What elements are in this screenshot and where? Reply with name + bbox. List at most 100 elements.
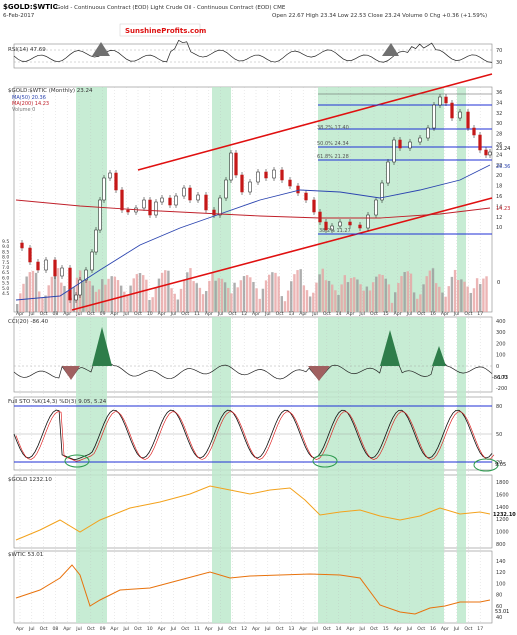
candle-body-17 bbox=[120, 189, 124, 211]
x-tick-label-0-24: Apr bbox=[299, 311, 307, 317]
candle-body-23 bbox=[160, 197, 164, 203]
candle-body-51 bbox=[366, 214, 370, 229]
main-left-tick-3: 8.0 bbox=[2, 255, 9, 261]
volume-bar-4 bbox=[28, 272, 31, 312]
candle-body-15 bbox=[108, 172, 112, 179]
sto-highlight-ellipse-2 bbox=[473, 458, 499, 472]
x-tick-label-0-18: Oct bbox=[228, 311, 236, 317]
main-left-tick-9: 5.0 bbox=[2, 286, 9, 292]
rsi-peak-area-2 bbox=[382, 43, 399, 56]
candle-body-26 bbox=[182, 187, 186, 197]
candle-body-18 bbox=[126, 209, 130, 213]
wtic-label: $WTIC 53.01 bbox=[8, 552, 43, 558]
x-tick-label-0-13: Jul bbox=[170, 311, 177, 317]
volume-bar-63 bbox=[214, 280, 217, 312]
main-right-tick-13: 10 bbox=[496, 225, 502, 231]
candle-body-53 bbox=[380, 182, 384, 201]
volume-bar-6 bbox=[34, 272, 38, 312]
candle-body-42 bbox=[296, 185, 300, 194]
volume-bar-125 bbox=[409, 273, 413, 312]
volume-bar-8 bbox=[41, 297, 44, 312]
volume-bar-140 bbox=[457, 280, 460, 312]
candle-body-39 bbox=[272, 169, 276, 179]
volume-bar-121 bbox=[397, 282, 400, 312]
x-tick-label-1-5: Jul bbox=[75, 626, 82, 632]
volume-bar-118 bbox=[387, 284, 391, 312]
volume-bar-74 bbox=[249, 277, 252, 312]
x-tick-label-0-10: Oct bbox=[134, 311, 142, 317]
candle-body-40 bbox=[280, 169, 284, 181]
volume-bar-91 bbox=[302, 285, 306, 312]
volume-bar-81 bbox=[271, 272, 274, 312]
x-tick-label-0-6: Oct bbox=[87, 311, 95, 317]
volume-bar-130 bbox=[425, 276, 428, 312]
volume-bar-44 bbox=[154, 287, 157, 312]
volume-bar-133 bbox=[434, 283, 438, 312]
volume-bar-82 bbox=[274, 272, 277, 312]
brand-logo: SunshineProfits.com bbox=[125, 27, 206, 35]
candle-body-65 bbox=[466, 111, 470, 129]
cci-tick-6: -200 bbox=[496, 386, 507, 392]
candle-body-34 bbox=[234, 152, 238, 176]
candle-body-13 bbox=[98, 199, 102, 231]
volume-bar-113 bbox=[371, 282, 375, 312]
volume-bar-7 bbox=[38, 291, 41, 312]
candle-body-33 bbox=[229, 152, 233, 181]
candle-body-49 bbox=[348, 221, 352, 226]
volume-bar-23 bbox=[88, 280, 91, 312]
x-tick-label-0-8: Apr bbox=[110, 311, 118, 317]
badge-wtic: 53.01 bbox=[495, 609, 509, 615]
x-tick-label-1-0: Apr bbox=[16, 626, 24, 632]
candle-body-43 bbox=[304, 192, 308, 201]
main-left-tick-0: 9.5 bbox=[2, 239, 9, 245]
volume-bar-66 bbox=[223, 282, 227, 312]
volume-bar-1 bbox=[19, 293, 22, 312]
candle-body-6 bbox=[60, 267, 64, 277]
volume-bar-116 bbox=[381, 275, 384, 312]
volume-bar-55 bbox=[189, 268, 192, 312]
volume-bar-36 bbox=[129, 285, 132, 312]
x-tick-label-0-15: 11 bbox=[194, 311, 200, 317]
volume-bar-22 bbox=[85, 278, 88, 312]
main-right-tick-1: 34 bbox=[496, 100, 502, 106]
volume-bar-75 bbox=[252, 281, 255, 312]
series-group bbox=[13, 39, 499, 615]
volume-bar-143 bbox=[466, 286, 469, 312]
volume-bar-80 bbox=[268, 274, 271, 312]
candle-body-48 bbox=[338, 221, 342, 227]
candle-body-22 bbox=[154, 201, 158, 216]
wtic-tick-5: 40 bbox=[496, 615, 502, 621]
x-tick-label-1-34: Oct bbox=[417, 626, 425, 632]
candle-body-67 bbox=[478, 134, 482, 151]
volume-bar-98 bbox=[324, 280, 328, 312]
chart-subtitle: Gold - Continuous Contract (EOD) Light C… bbox=[56, 5, 286, 11]
candle-body-55 bbox=[392, 139, 396, 163]
volume-bar-124 bbox=[406, 271, 409, 312]
volume-bar-17 bbox=[69, 297, 72, 312]
volume-bar-148 bbox=[482, 278, 485, 312]
volume-bar-71 bbox=[239, 280, 243, 312]
volume-bar-24 bbox=[91, 285, 94, 312]
green-band-3-1 bbox=[457, 317, 466, 623]
volume-bar-50 bbox=[173, 293, 176, 312]
cci-tick-1: 300 bbox=[496, 330, 506, 336]
cci-area-up-2 bbox=[380, 330, 400, 366]
volume-bar-13 bbox=[56, 268, 60, 312]
gold-tick-3: 1200 bbox=[496, 517, 509, 523]
green-bands bbox=[76, 87, 466, 623]
candle-body-58 bbox=[418, 137, 422, 143]
volume-bar-30 bbox=[110, 276, 113, 312]
candle-body-63 bbox=[450, 102, 454, 119]
gold-tick-0: 1800 bbox=[496, 480, 509, 486]
volume-bar-10 bbox=[47, 285, 50, 312]
x-tick-label-1-32: Apr bbox=[394, 626, 402, 632]
cci-area-down-1 bbox=[62, 366, 80, 380]
volume-bar-35 bbox=[126, 295, 129, 312]
volume-bar-14 bbox=[60, 282, 63, 312]
x-tick-label-1-20: Apr bbox=[252, 626, 260, 632]
candle-body-61 bbox=[438, 96, 442, 106]
candle-body-62 bbox=[444, 96, 448, 104]
badge-ratio: 23.24 bbox=[496, 146, 510, 152]
candle-body-8 bbox=[74, 294, 78, 301]
